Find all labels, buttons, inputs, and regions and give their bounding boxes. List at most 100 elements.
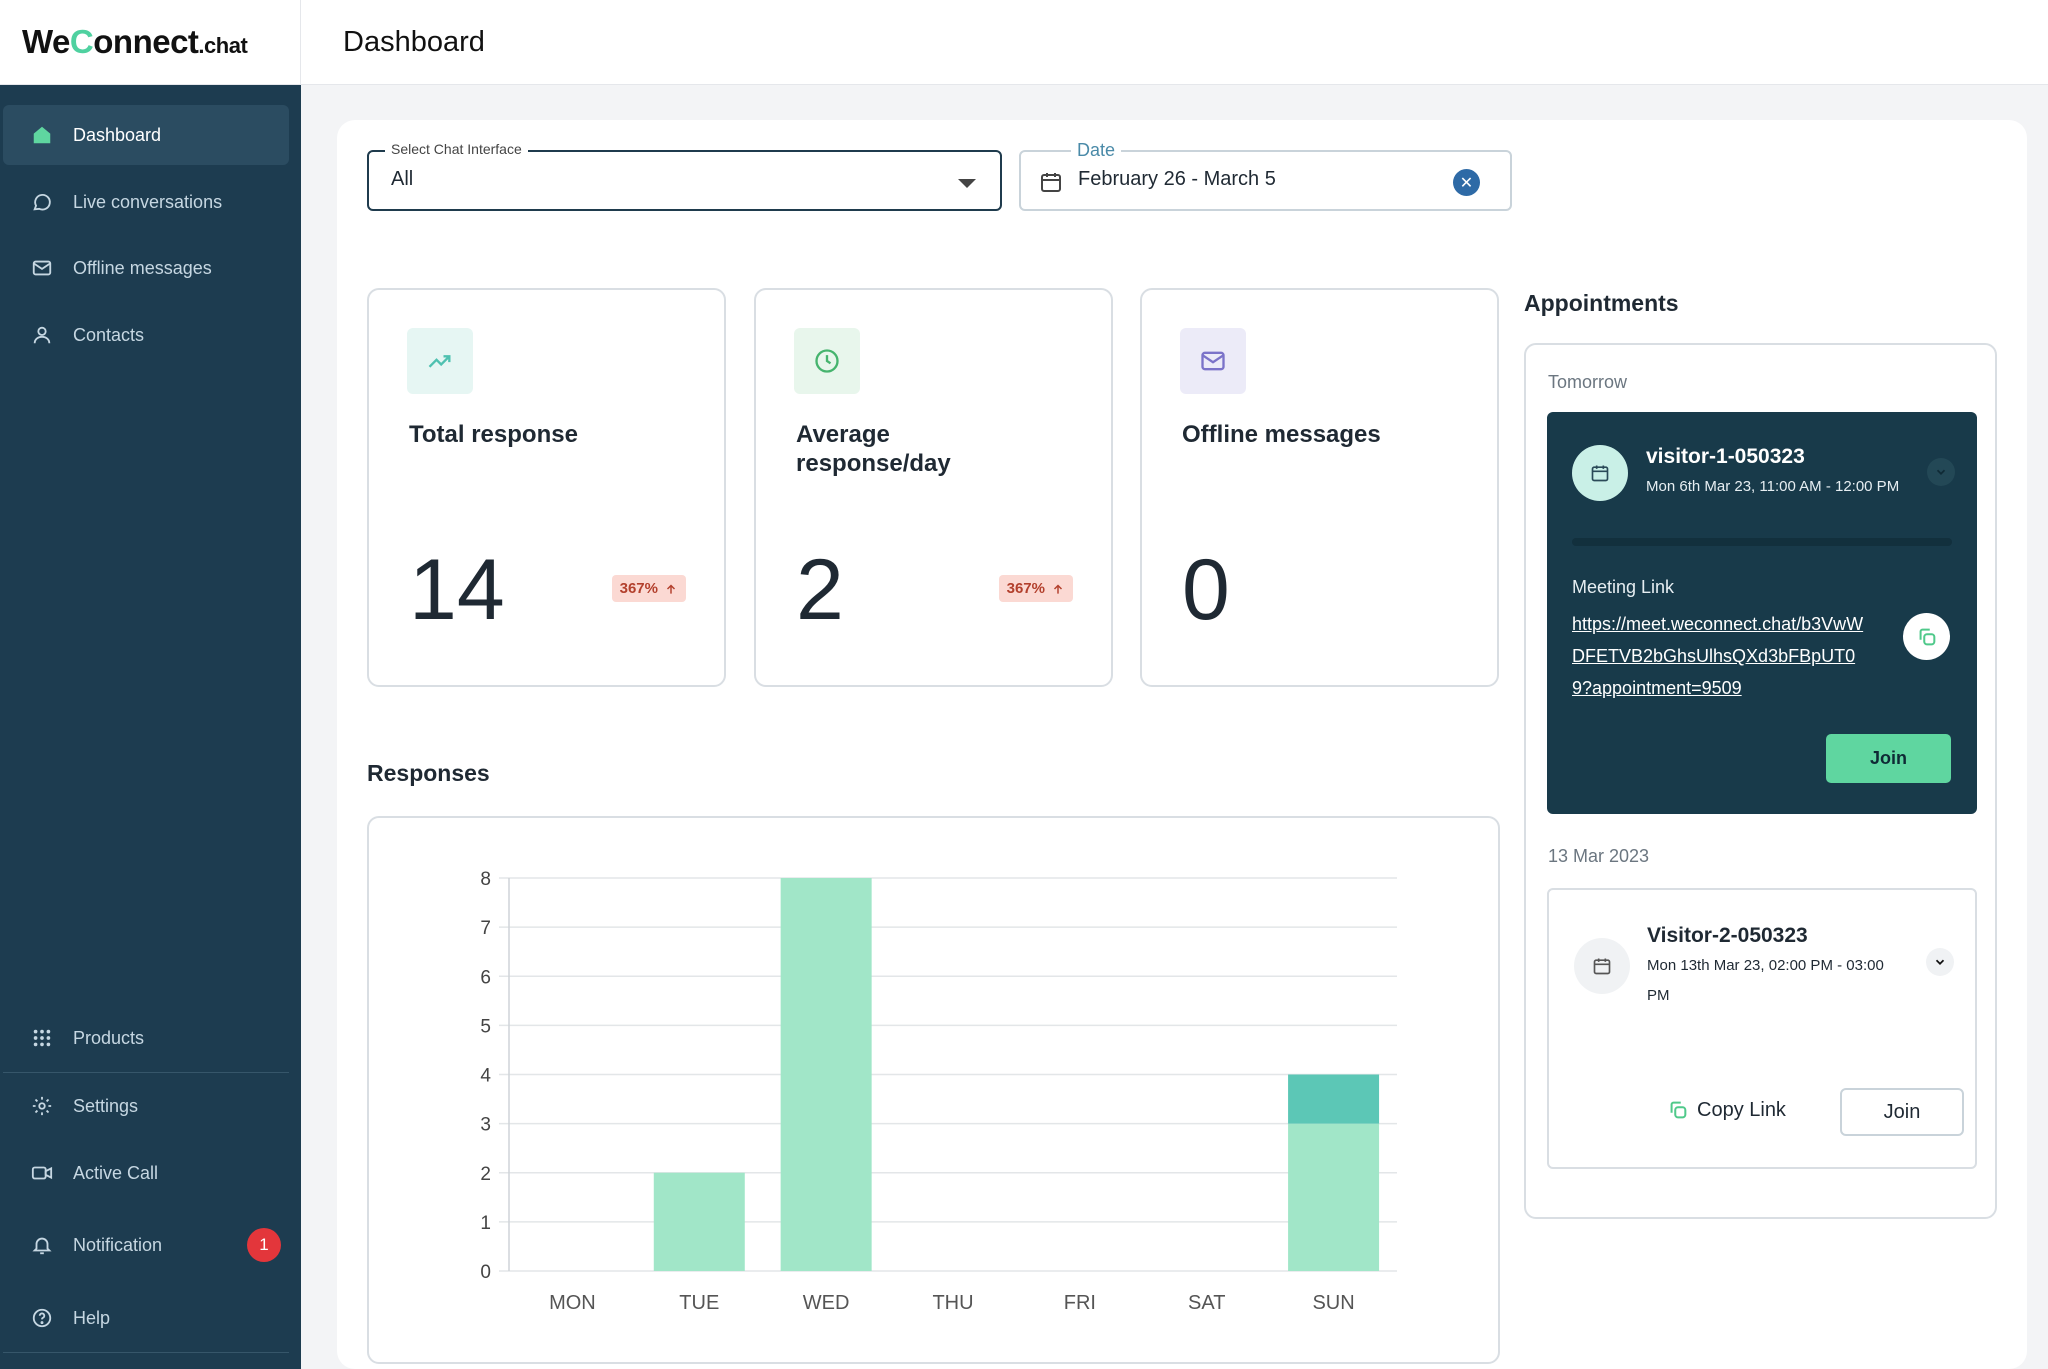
y-tick-label: 6 [480,967,491,988]
sidebar-item-label: Help [73,1307,111,1328]
clock-icon [794,328,860,394]
sidebar-item-label: Products [73,1027,145,1048]
sidebar: Dashboard Live conversations Offline mes… [0,85,301,1369]
y-tick-label: 4 [480,1066,491,1087]
responses-title: Responses [367,760,490,786]
chat-bubble-icon [29,189,55,215]
copy-link-button[interactable] [1903,613,1950,660]
caret-down-icon [958,179,976,188]
page-title: Dashboard [343,25,485,58]
home-icon [29,122,55,148]
y-tick-label: 7 [480,918,491,939]
appointment-group-label: Tomorrow [1548,372,1628,392]
sidebar-item-offline-messages[interactable]: Offline messages [3,238,289,298]
clear-date-icon[interactable]: ✕ [1453,169,1480,196]
sidebar-item-label: Dashboard [73,124,162,145]
calendar-icon [1041,173,1061,192]
grid-icon [29,1025,55,1051]
appointment-time: Mon 6th Mar 23, 11:00 AM - 12:00 PM [1646,478,1900,495]
top-bar: Dashboard [301,0,2048,85]
sidebar-item-label: Live conversations [73,191,223,212]
y-tick-label: 0 [480,1262,491,1283]
chevron-down-icon[interactable] [1927,458,1955,486]
chat-interface-select[interactable]: Select Chat Interface All [367,141,1002,211]
appointments-panel: Tomorrow visitor-1-050323 Mon 6th Mar 23… [1524,343,1997,1219]
sidebar-item-label: Notification [73,1234,163,1255]
sidebar-item-label: Offline messages [73,257,212,278]
date-value: February 26 - March 5 [1078,168,1276,190]
user-icon [29,322,55,348]
chart-svg: 0 1 2 3 4 5 6 7 8 MON TUE WED THU FRI SAT SUN [480,869,1397,1314]
bar [653,1172,745,1271]
arrow-up-icon [1053,583,1063,594]
stat-value: 0 [1182,542,1230,638]
chevron-down-icon[interactable] [1926,948,1954,976]
appointment-card: visitor-1-050323 Mon 6th Mar 23, 11:00 A… [1547,412,1977,814]
divider [1572,538,1952,546]
sidebar-item-label: Contacts [73,324,145,345]
notification-badge: 1 [247,1228,281,1262]
sidebar-item-settings[interactable]: Settings [3,1076,289,1136]
date-label: Date [1071,140,1122,161]
x-tick-label: TUE [679,1292,719,1314]
sidebar-item-label: Settings [73,1095,139,1116]
bar [780,878,872,1271]
meeting-link[interactable]: https://meet.weconnect.chat/b3VwWDFETVB2… [1572,614,1864,698]
logo-text: WeConnect.chat [22,23,248,60]
x-tick-label: FRI [1064,1292,1096,1314]
x-tick-label: SAT [1188,1292,1225,1314]
stat-title: Offline messages [1182,421,1381,448]
meeting-link-label: Meeting Link [1572,577,1675,597]
sidebar-item-contacts[interactable]: Contacts [3,305,289,365]
sidebar-divider [3,1072,289,1073]
appointment-group-label: 13 Mar 2023 [1548,846,1650,866]
y-tick-label: 8 [480,869,491,890]
sidebar-item-dashboard[interactable]: Dashboard [3,105,289,165]
sidebar-item-help[interactable]: Help [3,1288,289,1348]
copy-link-button[interactable]: Copy Link [1667,1090,1786,1130]
x-tick-label: SUN [1312,1292,1354,1314]
y-tick-label: 2 [480,1164,491,1185]
stat-card-average-response: Average response/day 2 367% [754,288,1113,687]
appointment-time: Mon 13th Mar 23, 02:00 PM - 03:00 PM [1647,957,1884,1004]
responses-chart: 0 1 2 3 4 5 6 7 8 MON TUE WED THU FRI SAT SUN [367,816,1500,1364]
bell-icon [29,1232,55,1258]
x-tick-label: THU [932,1292,973,1314]
mail-icon [29,255,55,281]
sidebar-item-notification[interactable]: Notification 1 [3,1215,289,1275]
copy-icon [1670,1101,1687,1119]
video-icon [29,1160,55,1186]
sidebar-item-active-call[interactable]: Active Call [3,1143,289,1203]
stat-title: Total response [409,421,578,448]
appointment-name: visitor-1-050323 [1646,445,1805,468]
trend-up-icon [407,328,473,394]
arrow-up-icon [666,583,676,594]
date-range-field[interactable]: Date February 26 - March 5 ✕ [1019,140,1512,211]
y-tick-label: 5 [480,1016,491,1037]
bar [1288,1123,1380,1271]
mail-icon [1180,328,1246,394]
join-button[interactable]: Join [1840,1088,1964,1136]
calendar-icon [1574,938,1630,994]
stat-title: Average response/day [796,421,951,477]
y-tick-label: 1 [480,1213,491,1234]
sidebar-item-products[interactable]: Products [3,1008,289,1068]
gear-icon [29,1093,55,1119]
chat-interface-value: All [391,168,414,190]
appointment-name: Visitor-2-050323 [1647,924,1808,947]
stat-card-total-response: Total response 14 367% [367,288,726,687]
stat-card-offline-messages: Offline messages 0 [1140,288,1499,687]
trend-badge: 367% [611,575,686,602]
calendar-icon [1572,445,1628,501]
stat-value: 2 [796,542,844,638]
x-tick-label: WED [803,1292,850,1314]
chat-interface-label: Select Chat Interface [385,141,528,157]
join-button[interactable]: Join [1826,734,1951,783]
copy-link-label: Copy Link [1697,1098,1786,1121]
y-tick-label: 3 [480,1115,491,1136]
copy-icon [1919,628,1935,645]
sidebar-item-live-conversations[interactable]: Live conversations [3,172,289,232]
sidebar-divider [3,1352,289,1353]
stat-value: 14 [409,542,505,638]
logo[interactable]: WeConnect.chat [0,0,301,85]
